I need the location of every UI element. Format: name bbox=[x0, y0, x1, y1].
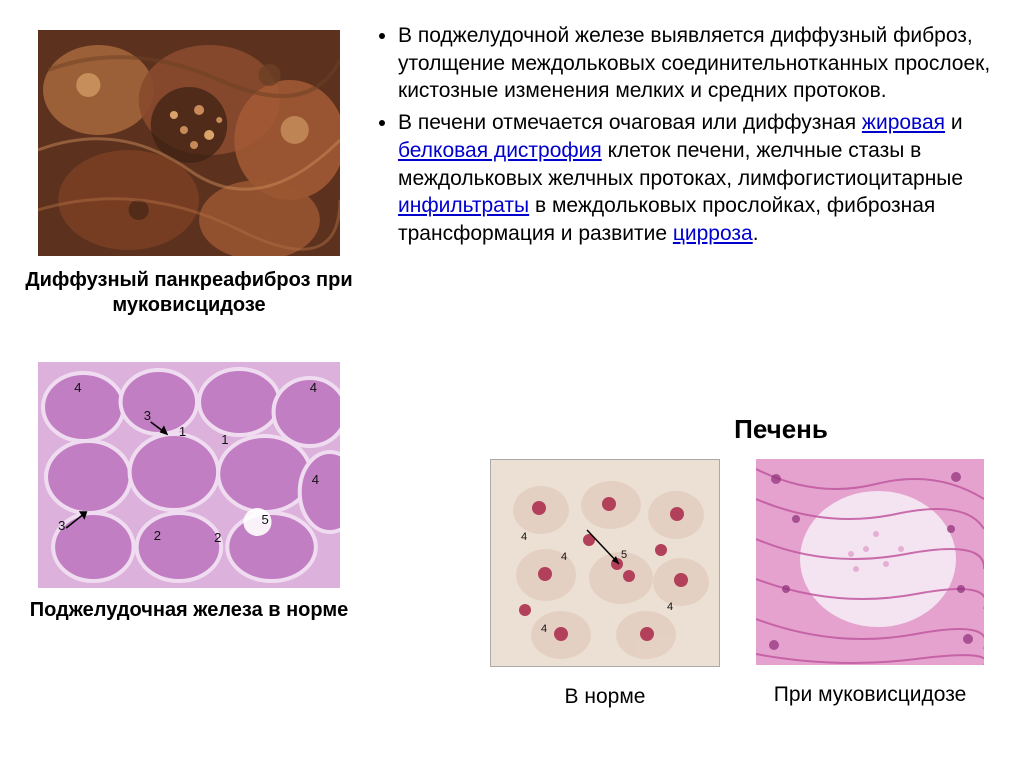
figure-pancreas-normal: 1 1 2 2 3 3 4 4 4 5 bbox=[38, 362, 340, 588]
svg-text:4: 4 bbox=[312, 472, 319, 487]
hyperlink[interactable]: инфильтраты bbox=[398, 194, 529, 217]
figure-liver-cf: При муковисцидозе bbox=[756, 459, 984, 707]
histology-image-icon: 1 1 2 2 3 3 4 4 4 5 bbox=[38, 362, 340, 588]
caption-liver-cf: При муковисцидозе bbox=[774, 683, 967, 707]
histology-image-icon: 4 4 4 4 5 bbox=[491, 460, 719, 666]
hyperlink[interactable]: цирроза bbox=[673, 222, 753, 245]
liver-section: Печень bbox=[436, 414, 1006, 709]
bullet-item: В печени отмечается очаговая или диффузн… bbox=[398, 109, 1004, 248]
bullet-item: В поджелудочной железе выявляется диффуз… bbox=[398, 22, 1004, 105]
histology-image-icon bbox=[756, 459, 984, 665]
svg-text:4: 4 bbox=[561, 551, 567, 563]
figure-pancreas-fibrosis bbox=[38, 30, 340, 256]
caption-pancreas-normal: Поджелудочная железа в норме bbox=[24, 598, 354, 623]
hyperlink[interactable]: жировая bbox=[862, 111, 945, 134]
svg-text:4: 4 bbox=[541, 623, 547, 635]
svg-text:5: 5 bbox=[261, 512, 268, 527]
right-column: В поджелудочной железе выявляется диффуз… bbox=[372, 22, 1004, 252]
figure-liver-normal: 4 4 4 4 5 В норме bbox=[490, 459, 720, 709]
liver-figures-row: 4 4 4 4 5 В норме bbox=[468, 459, 1006, 709]
left-column: Диффузный панкреафиброз при муковисцидоз… bbox=[24, 30, 354, 623]
svg-text:4: 4 bbox=[310, 380, 317, 395]
svg-text:1: 1 bbox=[221, 432, 228, 447]
svg-text:4: 4 bbox=[74, 380, 81, 395]
svg-text:3: 3 bbox=[144, 408, 151, 423]
caption-pancreas-fibrosis: Диффузный панкреафиброз при муковисцидоз… bbox=[24, 268, 354, 318]
hyperlink[interactable]: белковая дистрофия bbox=[398, 139, 602, 162]
svg-text:2: 2 bbox=[154, 528, 161, 543]
svg-text:2: 2 bbox=[214, 530, 221, 545]
bullet-list: В поджелудочной железе выявляется диффуз… bbox=[372, 22, 1004, 248]
svg-text:1: 1 bbox=[179, 424, 186, 439]
liver-normal-image: 4 4 4 4 5 bbox=[490, 459, 720, 667]
liver-section-title: Печень bbox=[436, 414, 1006, 445]
svg-text:5: 5 bbox=[621, 549, 627, 561]
svg-text:4: 4 bbox=[667, 601, 673, 613]
histology-image-icon bbox=[38, 30, 340, 256]
liver-cf-image bbox=[756, 459, 984, 665]
slide: Диффузный панкреафиброз при муковисцидоз… bbox=[0, 0, 1024, 768]
svg-text:3: 3 bbox=[58, 518, 65, 533]
caption-liver-normal: В норме bbox=[565, 685, 646, 709]
svg-text:4: 4 bbox=[521, 531, 527, 543]
